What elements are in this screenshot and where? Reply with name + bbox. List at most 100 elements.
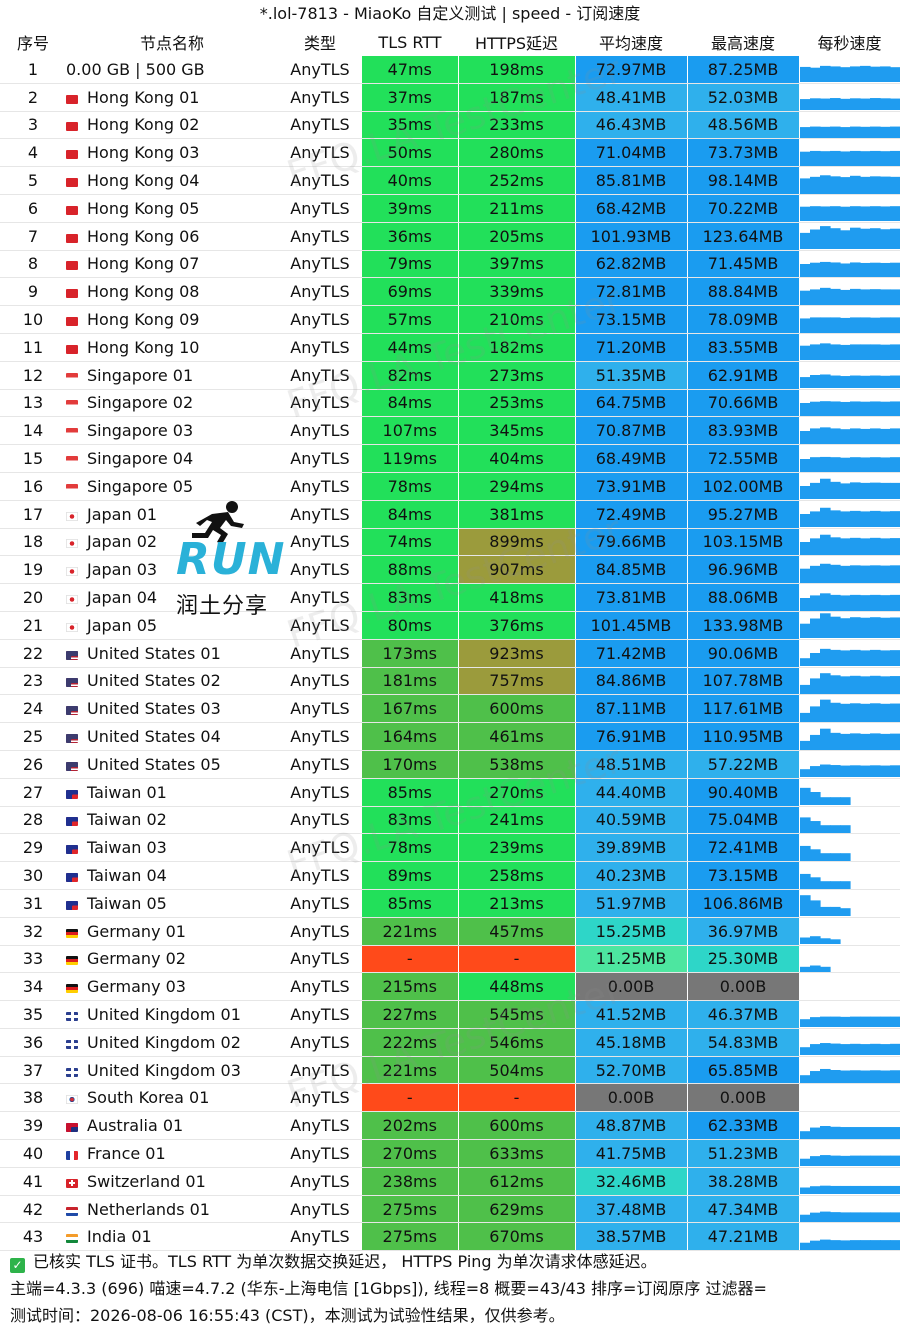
per-second-sparkline	[799, 972, 900, 1002]
node-type: AnyTLS	[278, 583, 362, 612]
table-row[interactable]: 25 United States 04 AnyTLS 164ms 461ms 76.91M…	[0, 722, 900, 751]
table-row[interactable]: 9 Hong Kong 08 AnyTLS 69ms 339ms 72.81MB 88.84…	[0, 277, 900, 307]
table-row[interactable]: 20 Japan 04 AnyTLS 83ms 418ms 73.81MB 88.06MB	[0, 583, 900, 612]
col-max-speed-header[interactable]: 最高速度	[710, 34, 775, 53]
sparkline-bar	[869, 511, 881, 528]
table-row[interactable]: 31 Taiwan 05 AnyTLS 85ms 213ms 51.97MB 106.86M…	[0, 889, 900, 918]
table-row[interactable]: 11 Hong Kong 10 AnyTLS 44ms 182ms 71.20MB 83.5…	[0, 333, 900, 362]
col-index-header[interactable]: 序号	[16, 34, 49, 53]
table-row[interactable]: 24 United States 03 AnyTLS 167ms 600ms 87.11M…	[0, 694, 900, 724]
table-row[interactable]: 5 Hong Kong 04 AnyTLS 40ms 252ms 85.81MB 98.14…	[0, 166, 900, 195]
tls-rtt-value: 37ms	[362, 83, 459, 112]
table-row[interactable]: 27 Taiwan 01 AnyTLS 85ms 270ms 44.40MB 90.40MB	[0, 778, 900, 807]
table-row[interactable]: 36 United Kingdom 02 AnyTLS 222ms 546ms 45.18…	[0, 1028, 900, 1057]
table-row[interactable]: 39 Australia 01 AnyTLS 202ms 600ms 48.87MB 62.…	[0, 1111, 900, 1141]
sparkline-bar	[809, 511, 821, 528]
table-row[interactable]: 22 United States 01 AnyTLS 173ms 923ms 71.42M…	[0, 639, 900, 668]
sparkline-bar	[839, 289, 851, 305]
per-second-sparkline	[799, 778, 900, 807]
table-row[interactable]: 37 United Kingdom 03 AnyTLS 221ms 504ms 52.70…	[0, 1056, 900, 1085]
table-row[interactable]: 8 Hong Kong 07 AnyTLS 79ms 397ms 62.82MB 71.45…	[0, 250, 900, 279]
sparkline-bar	[889, 375, 900, 389]
sparkline-bar	[849, 594, 861, 611]
flag-jp-icon	[66, 539, 78, 549]
table-row[interactable]: 14 Singapore 03 AnyTLS 107ms 345ms 70.87MB 83.…	[0, 416, 900, 446]
table-row[interactable]: 42 Netherlands 01 AnyTLS 275ms 629ms 37.48MB 4…	[0, 1195, 900, 1224]
per-second-sparkline	[799, 1083, 900, 1113]
tls-rtt-value: 40ms	[362, 166, 459, 195]
sparkline-bar	[859, 703, 871, 722]
table-row[interactable]: 26 United States 05 AnyTLS 170ms 538ms 48.51M…	[0, 750, 900, 779]
sparkline-bar	[809, 653, 821, 667]
tls-rtt-value: 35ms	[362, 111, 459, 140]
table-row[interactable]: 7 Hong Kong 06 AnyTLS 36ms 205ms 101.93MB 123.…	[0, 222, 900, 251]
table-row[interactable]: 38 South Korea 01 AnyTLS - -0.00B 0.00B	[0, 1083, 900, 1113]
table-row[interactable]: 32 Germany 01 AnyTLS 221ms 457ms 15.25MB 36.97…	[0, 917, 900, 946]
col-https-delay-header[interactable]: HTTPS延迟	[474, 34, 559, 53]
sparkline-bar	[859, 1186, 871, 1195]
per-second-sparkline	[799, 1111, 900, 1141]
table-row[interactable]: 2 Hong Kong 01 AnyTLS 37ms 187ms 48.41MB 52.03…	[0, 83, 900, 112]
table-row[interactable]: 33 Germany 02 AnyTLS - -11.25MB 25.30MB	[0, 945, 900, 974]
https-delay-value: 182ms	[458, 333, 576, 362]
table-row[interactable]: 17 Japan 01 AnyTLS 84ms 381ms 72.49MB 95.27MB	[0, 500, 900, 529]
table-row[interactable]: 12 Singapore 01 AnyTLS 82ms 273ms 51.35MB 62.9…	[0, 361, 900, 390]
sparkline-bar	[839, 1070, 851, 1083]
sparkline-bar	[869, 126, 881, 138]
sparkline-bar	[809, 1212, 821, 1222]
sparkline-bar	[829, 126, 841, 138]
sparkline-chart	[799, 316, 900, 333]
per-second-sparkline	[799, 416, 900, 446]
row-index: 8	[0, 250, 66, 279]
table-row[interactable]: 1 0.00 GB | 500 GB AnyTLS 47ms 198ms 72.97MB 8…	[0, 56, 900, 84]
node-type: AnyTLS	[278, 333, 362, 362]
sparkline-chart	[799, 1125, 900, 1139]
sparkline-bar	[839, 797, 851, 806]
sparkline-bar	[889, 150, 900, 166]
table-row[interactable]: 3 Hong Kong 02 AnyTLS 35ms 233ms 46.43MB 48.56…	[0, 111, 900, 140]
sparkline-bar	[829, 880, 841, 889]
table-row[interactable]: 28 Taiwan 02 AnyTLS 83ms 241ms 40.59MB 75.04MB	[0, 806, 900, 835]
table-row[interactable]: 18 Japan 02 AnyTLS 74ms 899ms 79.66MB 103.15MB	[0, 528, 900, 557]
table-row[interactable]: 15 Singapore 04 AnyTLS 119ms 404ms 68.49MB 72.…	[0, 444, 900, 473]
sparkline-bar	[839, 1044, 851, 1056]
tls-rtt-value: 221ms	[362, 1056, 459, 1085]
table-row[interactable]: 40 France 01 AnyTLS 270ms 633ms 41.75MB 51.23M…	[0, 1139, 900, 1168]
sparkline-chart	[799, 563, 900, 583]
tls-rtt-value: 275ms	[362, 1222, 459, 1252]
sparkline-bar	[879, 456, 891, 472]
node-name: South Korea 01	[87, 1088, 210, 1108]
table-row[interactable]: 21 Japan 05 AnyTLS 80ms 376ms 101.45MB 133.98M…	[0, 611, 900, 640]
table-row[interactable]: 6 Hong Kong 05 AnyTLS 39ms 211ms 68.42MB 70.22…	[0, 194, 900, 223]
node-name: Netherlands 01	[87, 1199, 210, 1219]
col-per-second-header[interactable]: 每秒速度	[817, 34, 882, 53]
col-name-header[interactable]: 节点名称	[139, 34, 204, 53]
per-second-sparkline	[799, 1167, 900, 1196]
node-name-cell: Japan 01	[66, 500, 278, 529]
table-row[interactable]: 16 Singapore 05 AnyTLS 78ms 294ms 73.91MB 102.…	[0, 472, 900, 501]
table-row[interactable]: 19 Japan 03 AnyTLS 88ms 907ms 84.85MB 96.96MB	[0, 555, 900, 585]
per-second-sparkline	[799, 222, 900, 251]
sparkline-chart	[800, 974, 900, 1000]
table-row[interactable]: 34 Germany 03 AnyTLS 215ms 448ms 0.00B 0.00B	[0, 972, 900, 1002]
table-row[interactable]: 43 India 01 AnyTLS 275ms 670ms 38.57MB 47.21MB	[0, 1222, 900, 1252]
row-index: 39	[0, 1111, 66, 1141]
col-type-header[interactable]: 类型	[303, 34, 336, 53]
table-row[interactable]: 41 Switzerland 01 AnyTLS 238ms 612ms 32.46MB 3…	[0, 1167, 900, 1196]
node-name-cell: United States 04	[66, 722, 278, 751]
table-row[interactable]: 30 Taiwan 04 AnyTLS 89ms 258ms 40.23MB 73.15MB	[0, 861, 900, 890]
table-row[interactable]: 23 United States 02 AnyTLS 181ms 757ms 84.86M…	[0, 667, 900, 696]
table-row[interactable]: 13 Singapore 02 AnyTLS 84ms 253ms 64.75MB 70.6…	[0, 389, 900, 418]
table-row[interactable]: 29 Taiwan 03 AnyTLS 78ms 239ms 39.89MB 72.41MB	[0, 833, 900, 863]
col-tls-rtt-header[interactable]: TLS RTT	[378, 32, 442, 52]
sparkline-chart	[799, 343, 900, 361]
sparkline-bar	[839, 1017, 851, 1028]
table-row[interactable]: 10 Hong Kong 09 AnyTLS 57ms 210ms 73.15MB 78.0…	[0, 305, 900, 334]
sparkline-bar	[889, 344, 900, 361]
avg-speed-value: 84.86MB	[575, 667, 688, 696]
tls-rtt-value: 39ms	[362, 194, 459, 223]
table-row[interactable]: 4 Hong Kong 03 AnyTLS 50ms 280ms 71.04MB 73.73…	[0, 138, 900, 168]
table-row[interactable]: 35 United Kingdom 01 AnyTLS 227ms 545ms 41.52…	[0, 1000, 900, 1029]
col-avg-speed-header[interactable]: 平均速度	[598, 34, 663, 53]
sparkline-bar	[809, 965, 821, 972]
